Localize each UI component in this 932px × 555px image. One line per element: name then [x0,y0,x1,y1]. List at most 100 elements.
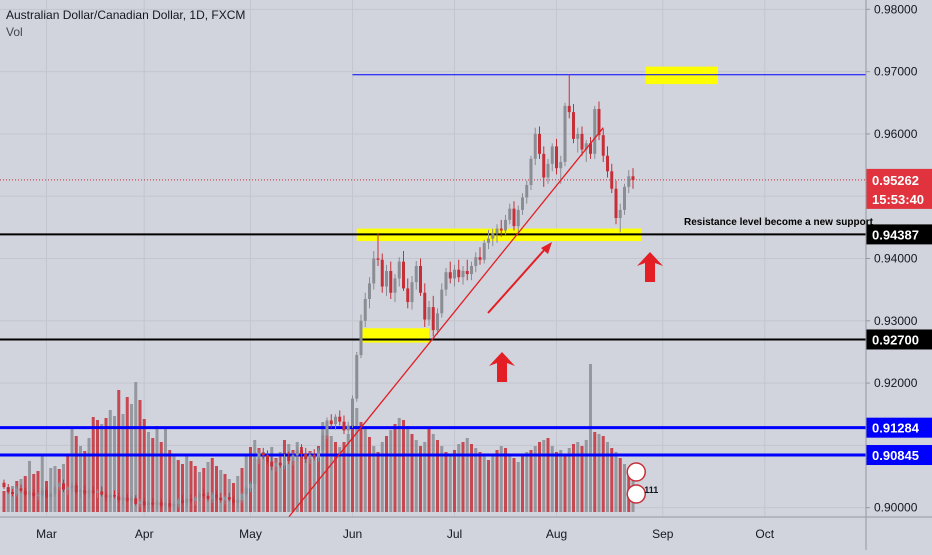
candle-body [567,105,571,113]
candle-body [304,454,308,460]
x-tick-label: Aug [546,527,567,541]
candle-body [147,502,150,506]
volume-bar [257,448,261,512]
volume-bar [172,454,176,512]
candle-body [11,492,14,494]
x-tick-label: Jul [447,527,462,541]
candle-body [623,186,626,210]
price-level-value: 0.91284 [872,421,920,436]
candle-body [28,492,31,495]
volume-bar [274,458,278,512]
volume-bar [83,451,87,512]
candle-body [470,265,473,275]
candle-body [181,500,184,503]
volume-bar [79,446,82,512]
candle-body [53,487,57,494]
candle-body [334,416,337,425]
y-tick-label: 0.94000 [874,252,918,266]
y-tick-label: 0.92000 [874,376,918,390]
y-tick-label: 0.96000 [874,127,918,141]
volume-bar [359,422,363,512]
candle-body [62,483,65,490]
volume-bar [15,481,19,512]
candle-body [550,146,554,164]
volume-bar [495,450,499,512]
volume-bar [329,436,333,512]
candle-body [589,143,592,154]
volume-bar [427,427,431,512]
y-tick-label: 0.97000 [874,65,918,79]
candle-body [83,490,87,494]
volume-bar [559,450,563,512]
candle-body [576,133,580,139]
volume-bar [512,458,516,512]
candle-body [15,488,19,494]
volume-bar [308,451,312,512]
candle-body [227,497,231,500]
candle-body [338,416,342,422]
candle-body [482,242,486,260]
candle-body [96,491,99,493]
volume-bar [96,420,99,512]
volume-bar [376,452,380,512]
candle-body [385,270,388,287]
volume-bar [470,444,473,512]
candle-body [533,133,537,159]
candle-body [138,501,142,504]
volume-bar [414,440,418,512]
volume-bar [563,454,567,512]
candle-body [219,497,223,501]
candle-body [410,282,414,303]
candle-body [329,420,333,425]
volume-bar [597,434,601,512]
candle-body [342,421,346,431]
price-level-tag [866,417,932,438]
volume-bar [164,429,167,512]
candle-body [49,493,53,498]
annotation-text: Resistance level become a new support [684,217,874,228]
candle-body [606,155,609,172]
candle-body [397,261,401,279]
volume-bar [593,432,597,512]
candle-body [257,452,261,460]
volume-bar [87,438,91,512]
candle-body [402,261,405,289]
candle-body [448,272,452,279]
candle-body [325,420,329,436]
candle-body [559,161,563,169]
volume-bar [555,452,558,512]
candle-body [142,501,146,506]
candle-body [601,135,605,156]
volume-bar [287,444,291,512]
volume-bar [580,446,584,512]
volume-bar [576,442,580,512]
x-tick-label: May [239,527,262,541]
candle-body [79,490,82,493]
volume-bar [478,452,482,512]
candle-body [236,500,240,503]
candle-body [45,490,48,498]
volume-bar [70,428,74,512]
candle-body [419,265,422,293]
volume-bar [189,461,193,512]
candle-body [270,461,274,467]
volume-bar [317,446,320,512]
candle-body [457,269,461,278]
price-level-value: 0.92700 [872,332,919,347]
volume-bar [397,418,401,512]
candle-body [563,105,567,162]
x-tick-label: Oct [755,527,774,541]
candle-body [66,487,70,490]
volume-bar [185,454,189,512]
price-level-value: 0.90845 [872,448,919,463]
candle-body [312,454,316,458]
x-tick-label: Sep [652,527,674,541]
candle-body [572,112,575,139]
candle-body [130,498,133,501]
candle-body [317,450,320,458]
volume-bar [159,442,163,512]
volume-bar [215,466,218,512]
candle-body [206,495,210,499]
